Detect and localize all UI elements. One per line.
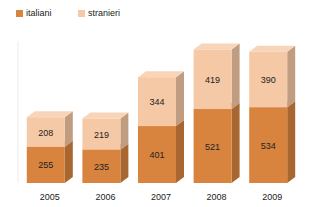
bar-side xyxy=(232,44,240,109)
x-tick-label: 2007 xyxy=(151,192,171,202)
legend-swatch xyxy=(16,10,23,17)
data-label: 534 xyxy=(261,141,276,151)
bar xyxy=(82,119,120,150)
bar-side xyxy=(287,46,295,107)
legend-swatch xyxy=(78,10,85,17)
x-tick-label: 2008 xyxy=(207,192,227,202)
x-tick-label: 2005 xyxy=(40,192,60,202)
bar xyxy=(249,52,287,107)
bar xyxy=(27,117,65,147)
x-tick-label: 2006 xyxy=(95,192,115,202)
x-tick-label: 2009 xyxy=(262,192,282,202)
data-label: 219 xyxy=(94,130,109,140)
bars xyxy=(27,44,295,183)
bar xyxy=(138,77,176,126)
legend-label: italiani xyxy=(26,8,52,18)
legend: italiani stranieri xyxy=(16,8,120,18)
bar-top xyxy=(82,113,128,119)
bar xyxy=(249,107,287,183)
bar-side xyxy=(120,144,128,183)
bar-side xyxy=(65,141,73,183)
bar-top xyxy=(194,44,240,50)
data-label: 390 xyxy=(261,75,276,85)
data-label: 235 xyxy=(94,162,109,172)
bar xyxy=(194,109,232,183)
data-label: 521 xyxy=(205,142,220,152)
bar-side xyxy=(287,101,295,183)
bar-side xyxy=(65,111,73,147)
bar-side xyxy=(232,103,240,183)
data-label: 208 xyxy=(38,128,53,138)
bar xyxy=(27,147,65,183)
bar-side xyxy=(120,113,128,150)
bar-side xyxy=(176,71,184,126)
y-axis-line xyxy=(18,41,19,183)
bar-top xyxy=(249,46,295,52)
data-label: 344 xyxy=(149,97,164,107)
legend-label: stranieri xyxy=(88,8,120,18)
bar-top xyxy=(27,111,73,117)
data-label: 419 xyxy=(205,75,220,85)
bar-top xyxy=(138,71,184,77)
data-labels: 255 208 235 219 401 344 521 419 534 390 xyxy=(38,75,275,172)
data-label: 255 xyxy=(38,160,53,170)
data-label: 401 xyxy=(149,150,164,160)
bar xyxy=(138,126,176,183)
bar xyxy=(194,50,232,109)
bar xyxy=(82,150,120,183)
chart: 255 208 235 219 401 344 521 419 534 390 2005 2006 20… xyxy=(0,0,323,207)
bar-side xyxy=(176,120,184,183)
